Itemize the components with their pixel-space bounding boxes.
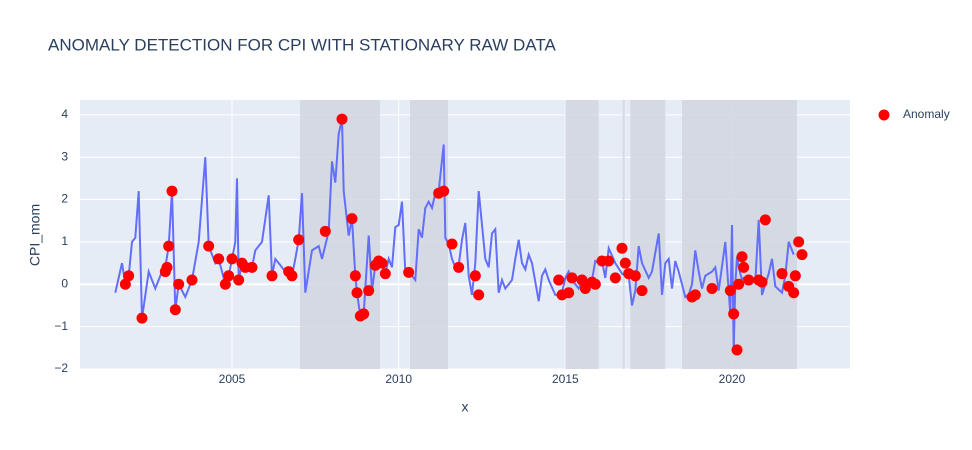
anomaly-marker: [319, 225, 331, 237]
anomaly-marker: [603, 255, 615, 267]
anomaly-marker: [589, 278, 601, 290]
anomaly-marker: [553, 274, 565, 286]
anomaly-marker: [728, 308, 740, 320]
anomaly-marker: [123, 270, 135, 282]
anomaly-marker: [169, 304, 181, 316]
anomaly-marker: [203, 240, 215, 252]
anomaly-marker: [136, 312, 148, 324]
anomaly-marker: [629, 270, 641, 282]
anomaly-marker: [363, 285, 375, 297]
anomaly-marker: [563, 287, 575, 299]
anomaly-marker: [161, 261, 173, 273]
shaded-region: [682, 100, 797, 369]
anomaly-marker: [756, 276, 768, 288]
anomaly-marker: [346, 213, 358, 225]
anomaly-marker: [776, 268, 788, 280]
anomaly-marker: [789, 270, 801, 282]
anomaly-marker: [738, 261, 750, 273]
anomaly-marker: [379, 268, 391, 280]
anomaly-marker: [223, 270, 235, 282]
anomaly-marker: [736, 251, 748, 263]
anomaly-marker: [616, 242, 628, 254]
anomaly-marker: [788, 287, 800, 299]
x-tick-label: 2015: [552, 372, 579, 386]
y-axis-label: CPI_mom: [27, 204, 43, 266]
anomaly-marker: [724, 285, 736, 297]
y-tick-label: 4: [61, 107, 68, 121]
anomaly-marker: [246, 261, 258, 273]
shaded-region: [300, 100, 380, 369]
anomaly-marker: [349, 270, 361, 282]
anomaly-marker: [446, 238, 458, 250]
anomaly-marker: [376, 257, 388, 269]
y-tick-label: 2: [61, 192, 68, 206]
anomaly-marker: [293, 234, 305, 246]
anomaly-marker: [266, 270, 278, 282]
y-tick-label: 0: [61, 276, 68, 290]
anomaly-marker: [793, 236, 805, 248]
anomaly-marker: [759, 214, 771, 226]
anomaly-marker: [619, 257, 631, 269]
anomaly-marker: [609, 272, 621, 284]
shaded-region: [410, 100, 448, 369]
anomaly-marker: [351, 287, 363, 299]
anomaly-marker: [566, 272, 578, 284]
anomaly-marker: [219, 278, 231, 290]
y-tick-label: 3: [61, 149, 68, 163]
anomaly-marker: [336, 113, 348, 125]
anomaly-marker: [469, 270, 481, 282]
anomaly-marker: [706, 283, 718, 295]
anomaly-marker: [689, 289, 701, 301]
shaded-region: [622, 100, 625, 369]
anomaly-marker: [119, 278, 131, 290]
anomaly-marker: [733, 278, 745, 290]
legend-marker: [878, 109, 890, 121]
x-tick-label: 2020: [719, 372, 746, 386]
anomaly-marker: [233, 274, 245, 286]
anomaly-marker: [473, 289, 485, 301]
chart-title: ANOMALY DETECTION FOR CPI WITH STATIONAR…: [48, 35, 556, 54]
anomaly-marker: [226, 253, 238, 265]
shaded-region: [565, 100, 599, 369]
anomaly-marker: [796, 249, 808, 261]
anomaly-marker: [173, 278, 185, 290]
legend-label: Anomaly: [903, 107, 950, 121]
y-tick-label: 1: [61, 234, 68, 248]
anomaly-marker: [186, 274, 198, 286]
anomaly-marker: [438, 185, 450, 197]
x-axis-label: x: [462, 399, 469, 415]
anomaly-marker: [453, 261, 465, 273]
x-tick-label: 2010: [385, 372, 412, 386]
x-tick-label: 2005: [219, 372, 246, 386]
anomaly-marker: [358, 308, 370, 320]
anomaly-marker: [576, 274, 588, 286]
anomaly-marker: [286, 270, 298, 282]
y-tick-label: −2: [54, 361, 68, 375]
shaded-region: [630, 100, 666, 369]
y-tick-label: −1: [54, 319, 68, 333]
anomaly-marker: [163, 240, 175, 252]
anomaly-marker: [743, 274, 755, 286]
anomaly-marker: [636, 285, 648, 297]
anomaly-marker: [403, 266, 415, 278]
anomaly-marker: [731, 344, 743, 356]
anomaly-marker: [213, 253, 225, 265]
anomaly-marker: [166, 185, 178, 197]
